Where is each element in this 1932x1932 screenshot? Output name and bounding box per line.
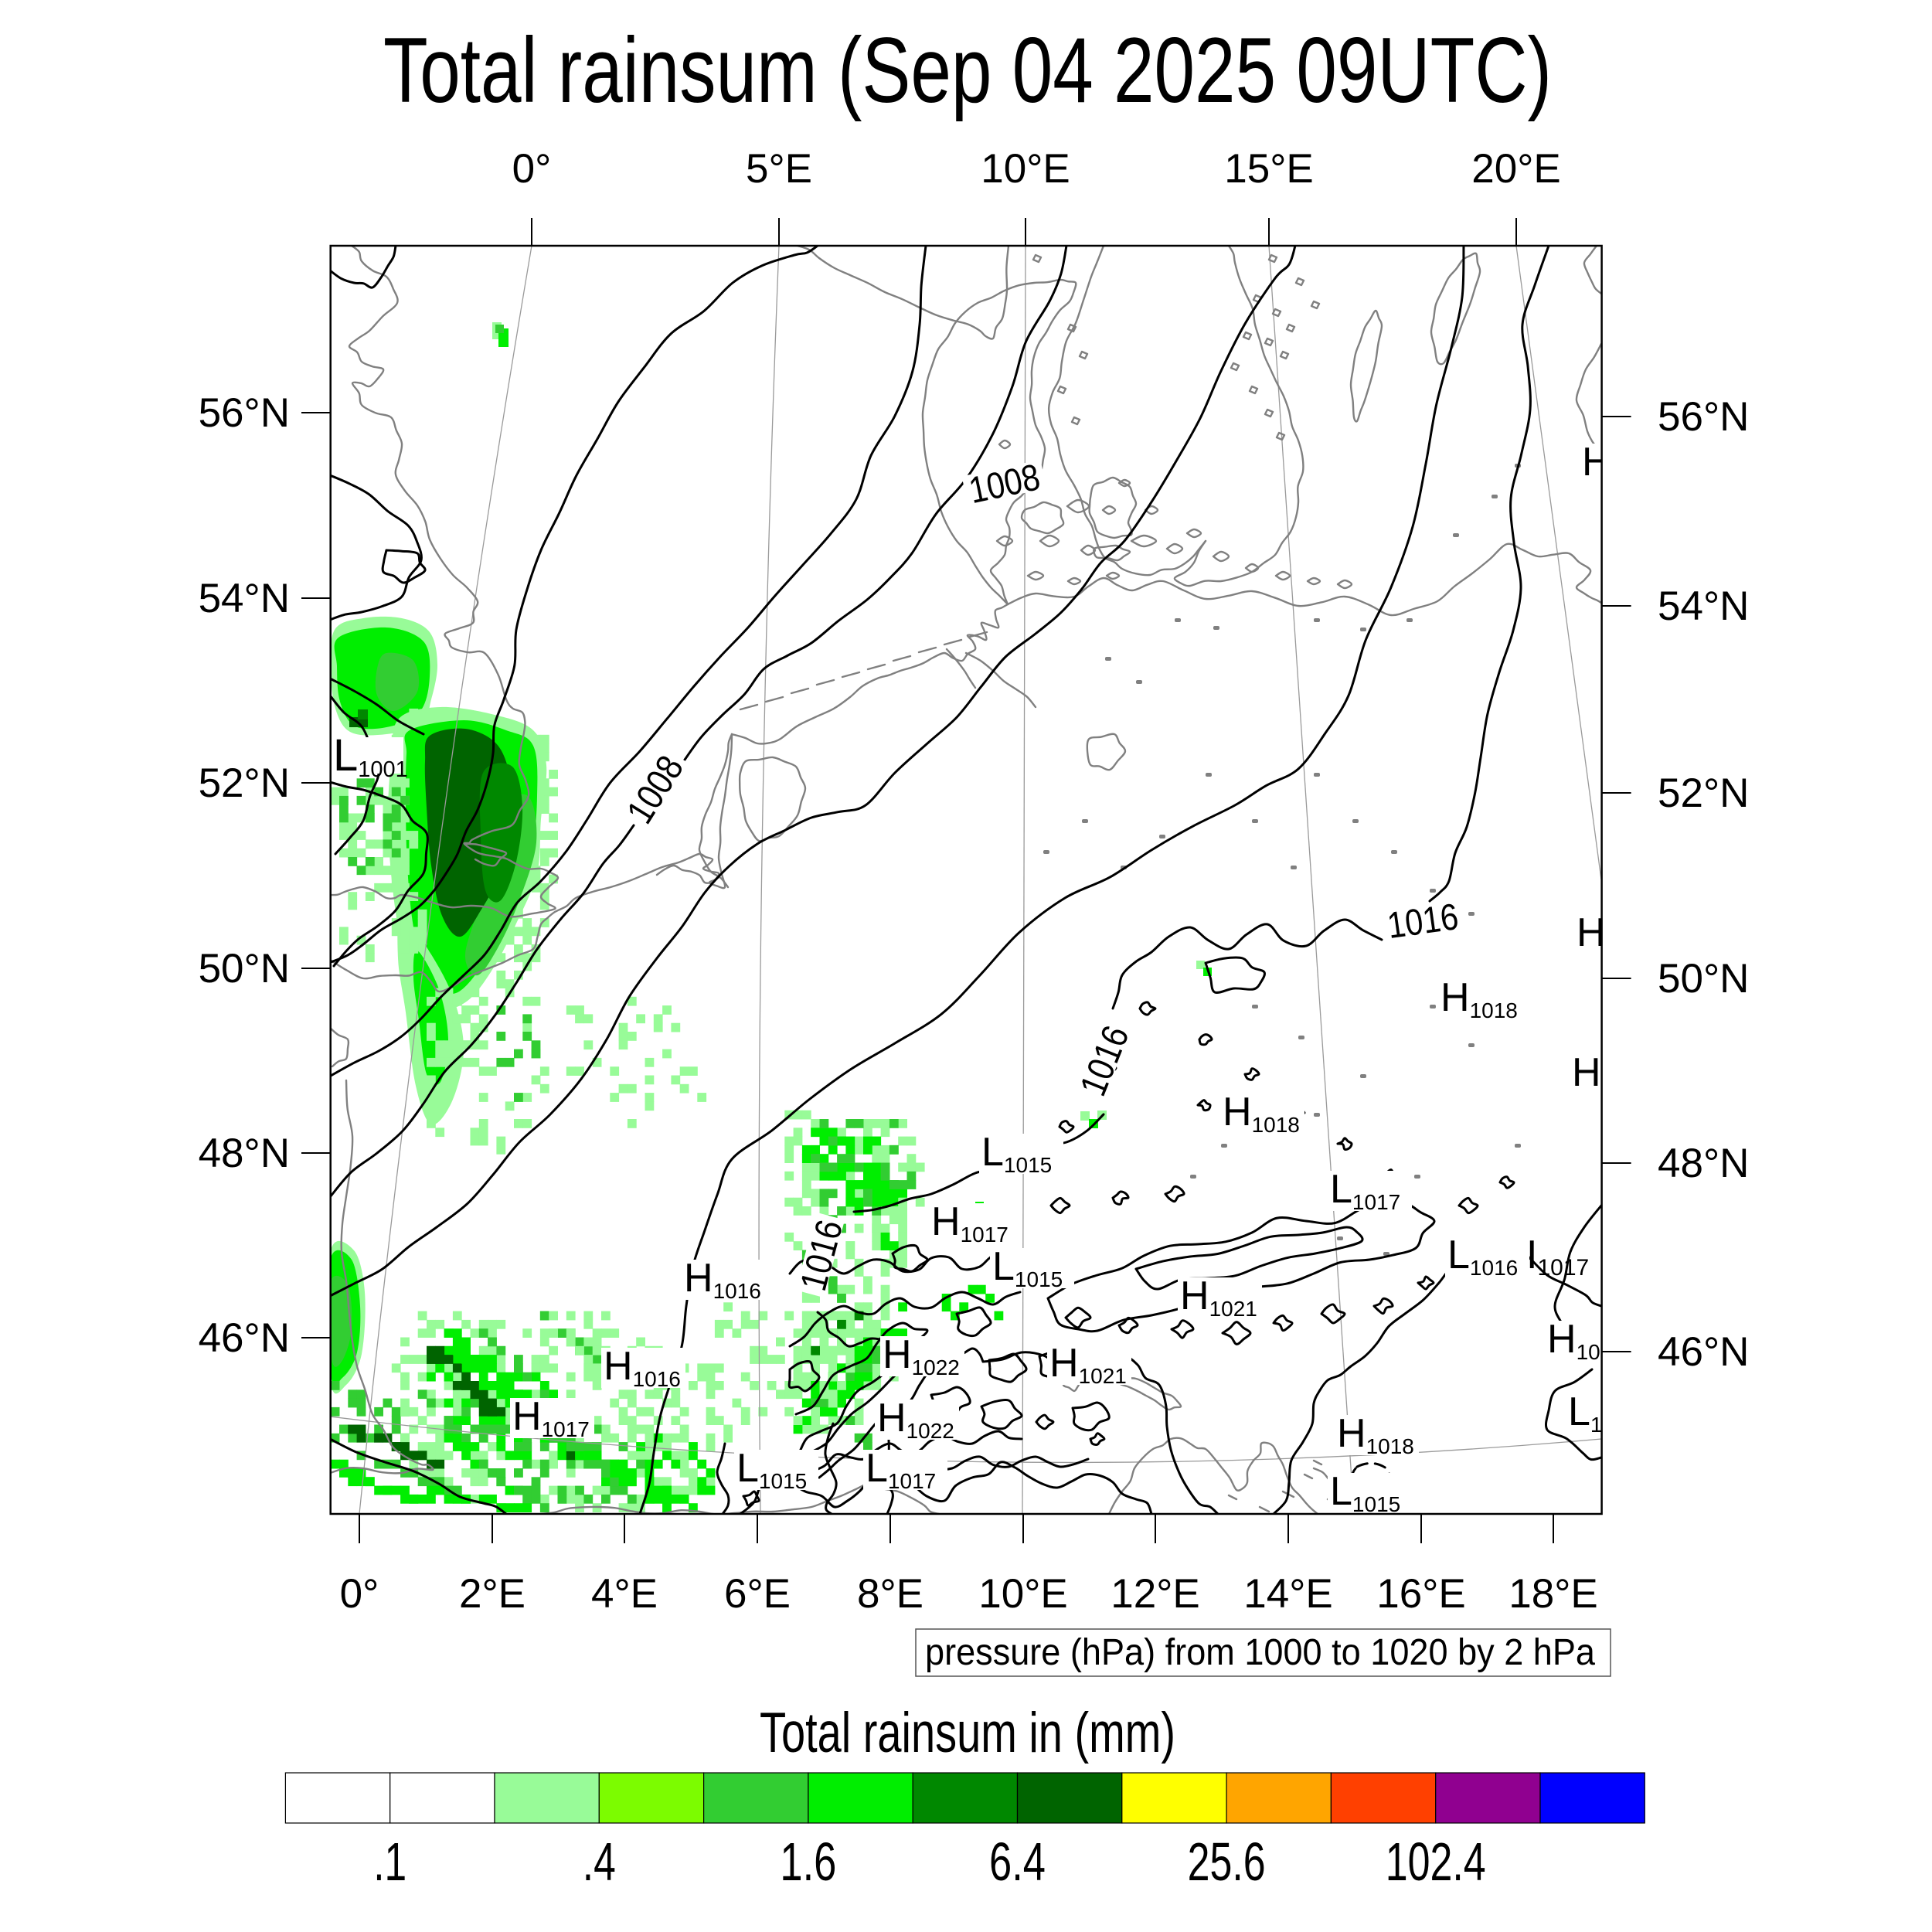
svg-text:.1: .1 xyxy=(373,1832,406,1892)
svg-text:50°N: 50°N xyxy=(199,946,290,992)
svg-text:6°E: 6°E xyxy=(724,1571,791,1617)
svg-text:48°N: 48°N xyxy=(199,1131,290,1176)
svg-text:6.4: 6.4 xyxy=(989,1832,1046,1892)
svg-text:18°E: 18°E xyxy=(1509,1571,1598,1617)
svg-text:20°E: 20°E xyxy=(1471,146,1561,192)
svg-text:56°N: 56°N xyxy=(199,390,290,436)
svg-text:2°E: 2°E xyxy=(459,1571,526,1617)
svg-text:H1: H1 xyxy=(1577,910,1617,957)
svg-text:H: H xyxy=(1582,440,1611,485)
svg-text:15°E: 15°E xyxy=(1224,146,1314,192)
svg-text:46°N: 46°N xyxy=(1658,1329,1749,1375)
svg-text:1016: 1016 xyxy=(1385,896,1461,947)
svg-text:50°N: 50°N xyxy=(1658,956,1749,1002)
svg-text:56°N: 56°N xyxy=(1658,394,1749,440)
svg-text:0°: 0° xyxy=(340,1571,379,1617)
svg-text:pressure (hPa) from 1000 to 10: pressure (hPa) from 1000 to 1020 by 2 hP… xyxy=(925,1632,1595,1673)
svg-text:Total rainsum in (mm): Total rainsum in (mm) xyxy=(760,1702,1175,1764)
svg-text:12°E: 12°E xyxy=(1111,1571,1200,1617)
svg-text:25.6: 25.6 xyxy=(1188,1832,1266,1892)
svg-text:1.6: 1.6 xyxy=(780,1832,836,1892)
svg-text:54°N: 54°N xyxy=(1658,583,1749,629)
svg-text:5°E: 5°E xyxy=(746,146,812,192)
svg-text:48°N: 48°N xyxy=(1658,1141,1749,1186)
svg-text:52°N: 52°N xyxy=(1658,770,1749,816)
svg-text:8°E: 8°E xyxy=(857,1571,923,1617)
svg-text:16°E: 16°E xyxy=(1376,1571,1466,1617)
svg-text:14°E: 14°E xyxy=(1243,1571,1333,1617)
svg-text:102.4: 102.4 xyxy=(1386,1832,1486,1892)
svg-text:.4: .4 xyxy=(583,1832,616,1892)
svg-text:52°N: 52°N xyxy=(199,760,290,806)
svg-text:10°E: 10°E xyxy=(978,1571,1068,1617)
svg-text:46°N: 46°N xyxy=(199,1315,290,1361)
svg-text:0°: 0° xyxy=(512,146,552,192)
svg-text:Total rainsum (Sep 04 2025 09U: Total rainsum (Sep 04 2025 09UTC) xyxy=(383,19,1552,122)
svg-text:4°E: 4°E xyxy=(591,1571,658,1617)
svg-text:10°E: 10°E xyxy=(981,146,1070,192)
svg-text:54°N: 54°N xyxy=(199,576,290,621)
